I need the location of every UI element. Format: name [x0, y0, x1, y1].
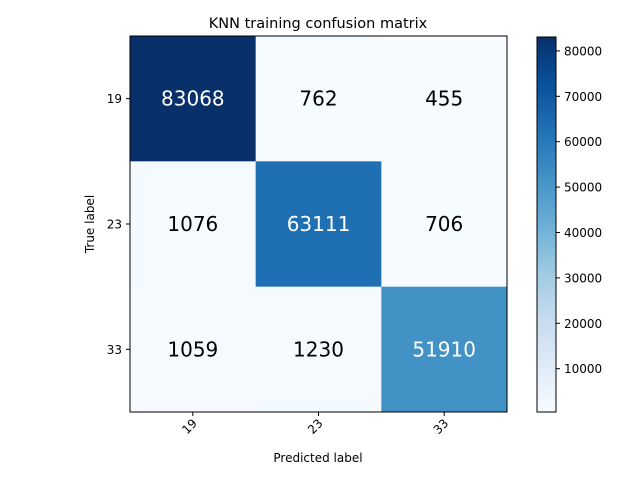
colorbar-tick-label: 30000	[564, 271, 602, 285]
heatmap-cell	[255, 36, 382, 162]
cell-value-label: 1230	[293, 337, 344, 361]
heatmap-cell	[255, 161, 382, 288]
y-tick-label: 33	[107, 343, 122, 357]
y-tick-label: 19	[107, 92, 122, 106]
colorbar-tick-label: 80000	[564, 44, 602, 58]
heatmap-cell-labels: 83068 762 455 1076 63111 706 1059 1230 51910	[161, 87, 476, 362]
heatmap-cells	[130, 36, 508, 413]
x-axis-label: Predicted label	[273, 451, 362, 465]
cell-value-label: 1076	[167, 212, 218, 236]
colorbar-ticks: 10000 20000 30000 40000 50000 60000 70000 80000	[556, 44, 602, 376]
cell-value-label: 1059	[167, 337, 218, 361]
heatmap-cell	[381, 286, 508, 413]
cell-value-label: 63111	[287, 212, 351, 236]
cell-value-label: 706	[425, 212, 463, 236]
colorbar-tick-label: 10000	[564, 362, 602, 376]
heatmap-cell	[255, 286, 382, 413]
y-axis-ticks: 19 23 33	[107, 92, 130, 357]
heatmap-cell	[130, 36, 257, 162]
cell-value-label: 83068	[161, 87, 225, 111]
heatmap-cell	[381, 36, 508, 162]
colorbar-tick-label: 70000	[564, 90, 602, 104]
colorbar-tick-label: 20000	[564, 317, 602, 331]
cell-value-label: 51910	[412, 337, 476, 361]
heatmap-cell	[130, 286, 257, 413]
colorbar-tick-label: 40000	[564, 226, 602, 240]
chart-title: KNN training confusion matrix	[209, 16, 428, 32]
heatmap-cell	[130, 161, 257, 288]
y-tick-label: 23	[107, 218, 122, 232]
y-axis-label: True label	[83, 195, 97, 254]
heatmap-cell	[381, 161, 508, 288]
colorbar-tick-label: 50000	[564, 181, 602, 195]
cell-value-label: 455	[425, 87, 463, 111]
colorbar-tick-label: 60000	[564, 135, 602, 149]
cell-value-label: 762	[299, 87, 337, 111]
colorbar	[536, 36, 557, 413]
